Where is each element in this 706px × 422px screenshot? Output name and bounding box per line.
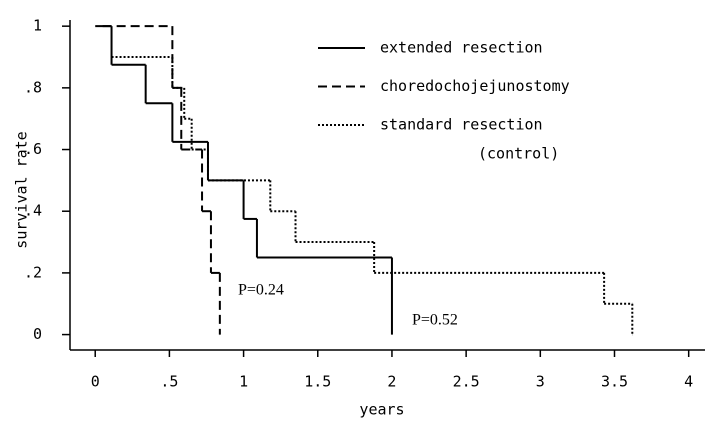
legend-label: standard resection	[380, 116, 543, 134]
x-tick-label: 4	[684, 373, 693, 391]
y-tick-label: .6	[24, 140, 42, 158]
x-axis-label: years	[359, 401, 404, 419]
legend-label: choredochojejunostomy	[380, 77, 570, 95]
x-tick-label: 2	[387, 373, 396, 391]
x-tick-label: 3	[536, 373, 545, 391]
annotation: P=0.24	[238, 282, 284, 299]
y-tick-label: .8	[24, 78, 42, 96]
x-tick-label: 0	[91, 373, 100, 391]
y-axis-label: survival rate	[13, 131, 31, 248]
legend-label: extended resection	[380, 39, 543, 57]
y-tick-label: .4	[24, 202, 42, 220]
x-tick-label: .5	[160, 373, 178, 391]
annotation: P=0.52	[412, 312, 458, 329]
x-tick-label: 1.5	[304, 373, 331, 391]
x-tick-label: 1	[239, 373, 248, 391]
y-tick-label: 0	[33, 325, 42, 343]
y-tick-label: 1	[33, 17, 42, 35]
x-tick-label: 2.5	[453, 373, 480, 391]
y-tick-label: .2	[24, 263, 42, 281]
legend-note: (control)	[478, 145, 559, 163]
x-tick-label: 3.5	[601, 373, 628, 391]
